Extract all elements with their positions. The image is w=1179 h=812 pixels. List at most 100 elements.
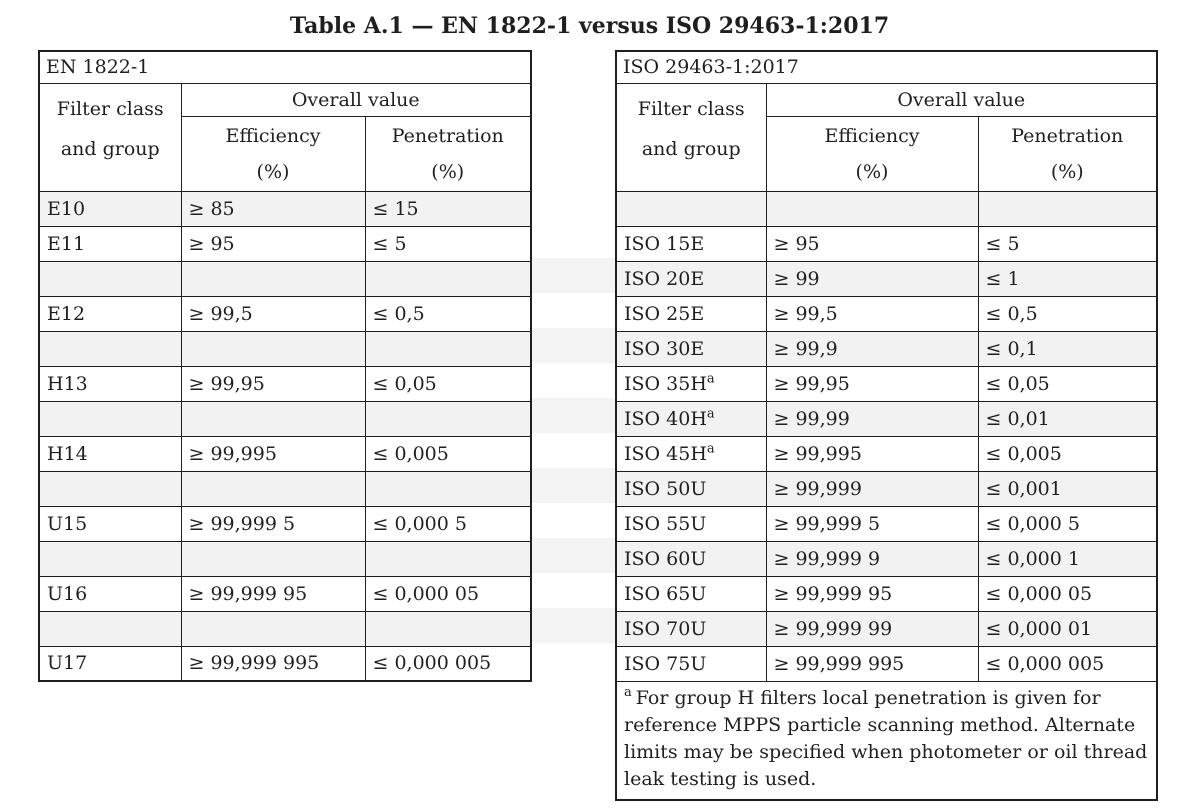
efficiency-cell: ≥ 99,9 bbox=[765, 330, 979, 367]
iso-29463-table: ISO 29463-1:2017 Filter class and group … bbox=[615, 50, 1159, 801]
iso-table-row: ISO 75U ≥ 99,999 995 ≤ 0,000 005 bbox=[615, 645, 1158, 682]
gap-band bbox=[532, 258, 615, 293]
iso-table-row: ISO 60U ≥ 99,999 9 ≤ 0,000 1 bbox=[615, 540, 1158, 577]
filter-class-cell: ISO 55U bbox=[615, 505, 767, 542]
efficiency-cell: ≥ 99,995 bbox=[180, 435, 366, 472]
filter-class-cell: ISO 25E bbox=[615, 295, 767, 332]
en-table-row: E12 ≥ 99,5 ≤ 0,5 bbox=[38, 295, 532, 332]
filter-class-cell bbox=[38, 540, 182, 577]
filter-class-cell: ISO 75U bbox=[615, 645, 767, 682]
en-table-row bbox=[38, 400, 532, 437]
filter-class-cell: ISO 70U bbox=[615, 610, 767, 647]
penetration-cell: ≤ 0,000 005 bbox=[977, 645, 1158, 682]
table-gap bbox=[532, 50, 615, 678]
filter-class-cell bbox=[38, 400, 182, 437]
filter-class-cell: ISO 15E bbox=[615, 225, 767, 262]
efficiency-header-label: Efficiency bbox=[225, 124, 321, 147]
filter-class-cell: H14 bbox=[38, 435, 182, 472]
efficiency-cell: ≥ 99,999 bbox=[765, 470, 979, 507]
en-header-row-1: Filter class and group Overall value bbox=[38, 82, 532, 192]
penetration-cell: ≤ 0,5 bbox=[977, 295, 1158, 332]
en-table-row bbox=[38, 260, 532, 297]
penetration-cell bbox=[364, 610, 532, 647]
percent-unit-label: (%) bbox=[855, 160, 889, 183]
iso-filter-class-header: Filter class and group bbox=[615, 82, 767, 192]
efficiency-header-label: Efficiency bbox=[824, 124, 920, 147]
efficiency-cell: ≥ 99,999 5 bbox=[765, 505, 979, 542]
efficiency-cell: ≥ 99,999 995 bbox=[765, 645, 979, 682]
filter-class-cell bbox=[38, 610, 182, 647]
efficiency-cell bbox=[180, 400, 366, 437]
footnote-cell: a For group H filters local penetration i… bbox=[615, 680, 1158, 800]
efficiency-cell: ≥ 99,999 95 bbox=[765, 575, 979, 612]
en-table-row bbox=[38, 610, 532, 647]
penetration-cell: ≤ 0,5 bbox=[364, 295, 532, 332]
penetration-header-label: Penetration bbox=[391, 124, 504, 147]
iso-overall-value-header: Overall value bbox=[765, 82, 1158, 117]
penetration-cell bbox=[364, 540, 532, 577]
gap-band bbox=[532, 608, 615, 643]
en-table-row: E10 ≥ 85 ≤ 15 bbox=[38, 190, 532, 227]
comparison-tables: EN 1822-1 Filter class and group Overall… bbox=[38, 50, 1179, 801]
penetration-cell bbox=[364, 330, 532, 367]
filter-class-cell: ISO 35Ha bbox=[615, 365, 767, 402]
iso-table-row: ISO 65U ≥ 99,999 95 ≤ 0,000 05 bbox=[615, 575, 1158, 612]
filter-class-cell: ISO 45Ha bbox=[615, 435, 767, 472]
iso-table-row: ISO 50U ≥ 99,999 ≤ 0,001 bbox=[615, 470, 1158, 507]
table-title: Table A.1 — EN 1822-1 versus ISO 29463-1… bbox=[289, 13, 890, 39]
penetration-cell: ≤ 1 bbox=[977, 260, 1158, 297]
en-overall-value-header: Overall value bbox=[180, 82, 532, 117]
filter-class-cell: E11 bbox=[38, 225, 182, 262]
penetration-cell: ≤ 0,005 bbox=[364, 435, 532, 472]
efficiency-cell: ≥ 99,95 bbox=[765, 365, 979, 402]
filter-class-cell: H13 bbox=[38, 365, 182, 402]
en-table-row: E11 ≥ 95 ≤ 5 bbox=[38, 225, 532, 262]
filter-class-cell: ISO 50U bbox=[615, 470, 767, 507]
penetration-cell: ≤ 0,001 bbox=[977, 470, 1158, 507]
en-efficiency-header: Efficiency (%) bbox=[180, 115, 366, 192]
efficiency-cell: ≥ 99,99 bbox=[765, 400, 979, 437]
iso-table-row: ISO 55U ≥ 99,999 5 ≤ 0,000 5 bbox=[615, 505, 1158, 542]
efficiency-cell: ≥ 95 bbox=[765, 225, 979, 262]
penetration-cell bbox=[364, 400, 532, 437]
footnote-reference-marker: a bbox=[706, 371, 715, 387]
penetration-cell: ≤ 0,000 5 bbox=[977, 505, 1158, 542]
efficiency-cell: ≥ 99 bbox=[765, 260, 979, 297]
iso-table-row bbox=[615, 190, 1158, 227]
gap-band bbox=[532, 573, 615, 608]
iso-table-row: ISO 45Ha ≥ 99,995 ≤ 0,005 bbox=[615, 435, 1158, 472]
iso-table-row: ISO 35Ha ≥ 99,95 ≤ 0,05 bbox=[615, 365, 1158, 402]
en-table-row bbox=[38, 330, 532, 367]
gap-band bbox=[532, 328, 615, 363]
filter-class-cell: E12 bbox=[38, 295, 182, 332]
iso-table-row: ISO 70U ≥ 99,999 99 ≤ 0,000 01 bbox=[615, 610, 1158, 647]
penetration-cell: ≤ 0,1 bbox=[977, 330, 1158, 367]
en-header-row-2: Efficiency (%) Penetration (%) bbox=[39, 115, 532, 192]
filter-class-cell: ISO 20E bbox=[615, 260, 767, 297]
penetration-cell: ≤ 15 bbox=[364, 190, 532, 227]
en-1822-1-table: EN 1822-1 Filter class and group Overall… bbox=[38, 50, 532, 682]
gap-band bbox=[532, 363, 615, 398]
gap-band bbox=[532, 433, 615, 468]
iso-header-row-2: Efficiency (%) Penetration (%) bbox=[616, 115, 1158, 192]
en-table-row: U17 ≥ 99,999 995 ≤ 0,000 005 bbox=[38, 645, 532, 682]
iso-penetration-header: Penetration (%) bbox=[977, 115, 1158, 192]
penetration-cell bbox=[364, 470, 532, 507]
gap-band bbox=[532, 643, 615, 678]
penetration-cell: ≤ 0,000 05 bbox=[364, 575, 532, 612]
efficiency-cell: ≥ 99,995 bbox=[765, 435, 979, 472]
penetration-cell: ≤ 0,000 05 bbox=[977, 575, 1158, 612]
en-filter-class-header: Filter class and group bbox=[38, 82, 182, 192]
iso-table-row: ISO 20E ≥ 99 ≤ 1 bbox=[615, 260, 1158, 297]
gap-band bbox=[532, 223, 615, 258]
percent-unit-label: (%) bbox=[431, 160, 465, 183]
en-table-caption: EN 1822-1 bbox=[38, 50, 532, 84]
penetration-cell: ≤ 0,000 5 bbox=[364, 505, 532, 542]
en-table-row: U16 ≥ 99,999 95 ≤ 0,000 05 bbox=[38, 575, 532, 612]
filter-class-cell: U15 bbox=[38, 505, 182, 542]
footnote-reference-marker: a bbox=[706, 406, 715, 422]
filter-class-cell: ISO 65U bbox=[615, 575, 767, 612]
en-penetration-header: Penetration (%) bbox=[364, 115, 532, 192]
penetration-cell bbox=[977, 190, 1158, 227]
